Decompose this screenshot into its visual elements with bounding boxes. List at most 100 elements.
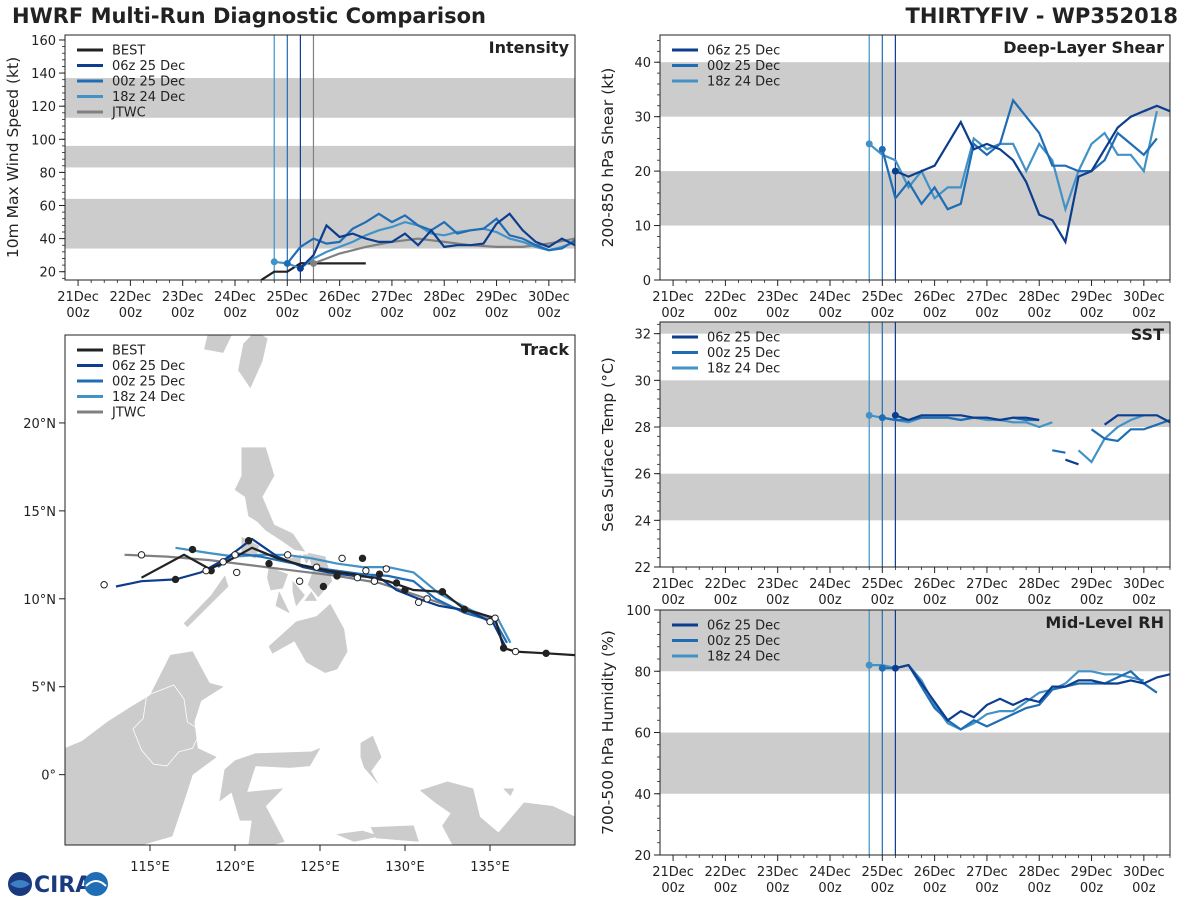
track-position-marker — [491, 614, 499, 622]
init-marker — [891, 411, 899, 419]
x-tick-label: 00z — [975, 593, 999, 608]
land-polygon — [234, 447, 306, 552]
x-tick-label: 27Dec — [966, 865, 1008, 880]
legend-label: 18z 24 Dec — [707, 650, 780, 665]
plot-frame — [659, 321, 1171, 568]
track-position-marker — [542, 649, 550, 658]
legend-label: 00z 25 Dec — [112, 375, 185, 390]
y-tick-label: 30 — [634, 374, 651, 389]
y-tick-label: 20°N — [23, 417, 56, 432]
x-tick-label: 00z — [714, 593, 738, 608]
init-marker — [891, 664, 899, 672]
land-polygon — [292, 580, 306, 607]
plot-frame — [64, 34, 576, 281]
x-tick-label: 29Dec — [1071, 865, 1113, 880]
init-marker — [865, 661, 873, 669]
y-tick-label: 60 — [634, 727, 651, 742]
x-tick-label: 125°E — [300, 860, 340, 875]
legend-label: 06z 25 Dec — [707, 619, 780, 634]
legend-label: 18z 24 Dec — [112, 390, 185, 405]
y-tick-label: 80 — [39, 166, 56, 181]
x-tick-label: 130°E — [385, 860, 425, 875]
series-line — [1103, 414, 1170, 426]
x-tick-label: 00z — [119, 306, 143, 321]
init-marker — [283, 259, 291, 267]
panel-title: Intensity — [489, 38, 570, 57]
track-position-marker — [295, 577, 304, 585]
x-tick-label: 00z — [661, 881, 685, 896]
shaded-band — [660, 732, 1170, 794]
sst-panel: 22242628303221Dec00z22Dec00z23Dec00z24De… — [599, 321, 1171, 608]
x-tick-label: 30Dec — [1123, 865, 1165, 880]
track-position-marker — [284, 551, 292, 559]
track-position-marker — [370, 577, 379, 585]
x-tick-label: 28Dec — [1018, 290, 1060, 305]
track-position-marker — [438, 588, 447, 596]
land-polygon — [65, 651, 224, 845]
shaded-band — [65, 78, 575, 118]
x-tick-label: 00z — [223, 306, 247, 321]
y-axis-label: 700-500 hPa Humidity (%) — [599, 630, 617, 835]
track-line — [115, 537, 507, 647]
x-tick-label: 30Dec — [1123, 577, 1165, 592]
x-tick-label: 00z — [714, 306, 738, 321]
x-tick-label: 115°E — [130, 860, 170, 875]
init-marker — [296, 264, 304, 272]
series-line — [1077, 414, 1145, 464]
x-tick-label: 25Dec — [861, 290, 903, 305]
series-line — [895, 663, 1170, 722]
land-polygon — [267, 566, 289, 591]
y-tick-label: 26 — [634, 468, 651, 483]
shaded-band — [660, 62, 1170, 117]
x-tick-label: 00z — [276, 306, 300, 321]
y-tick-label: 5°N — [32, 681, 57, 696]
init-marker — [865, 411, 873, 419]
y-tick-label: 120 — [31, 100, 56, 115]
y-tick-label: 10°N — [23, 593, 56, 608]
y-tick-label: 20 — [39, 266, 56, 281]
x-tick-label: 00z — [537, 306, 561, 321]
x-tick-label: 29Dec — [1071, 290, 1113, 305]
land-polygon — [219, 747, 321, 845]
legend-label: 00z 25 Dec — [707, 59, 780, 74]
init-marker — [270, 258, 278, 266]
intensity-panel: 2040608010012014016021Dec00z22Dec00z23De… — [4, 34, 576, 321]
x-tick-label: 00z — [871, 306, 895, 321]
track-position-marker — [358, 554, 367, 563]
x-tick-label: 00z — [1080, 593, 1104, 608]
land-polygon — [336, 830, 381, 842]
legend-label: 06z 25 Dec — [707, 331, 780, 346]
x-tick-label: 00z — [1080, 306, 1104, 321]
init-marker — [891, 167, 899, 175]
series-line — [1052, 449, 1066, 454]
track-position-marker — [100, 581, 108, 589]
x-tick-label: 25Dec — [861, 865, 903, 880]
x-tick-label: 00z — [1028, 881, 1052, 896]
legend-label: 00z 25 Dec — [707, 634, 780, 649]
y-tick-label: 80 — [634, 665, 651, 680]
track-position-marker — [137, 551, 146, 559]
shaded-band — [660, 610, 1170, 672]
land-polygon — [238, 335, 268, 389]
y-tick-label: 40 — [634, 56, 651, 71]
legend-label: JTWC — [111, 406, 146, 421]
series-line — [313, 237, 575, 265]
init-marker — [309, 259, 317, 267]
x-tick-label: 00z — [766, 881, 790, 896]
track-position-marker — [499, 644, 508, 652]
panel-title: Track — [521, 340, 569, 359]
legend-label: 18z 24 Dec — [707, 362, 780, 377]
y-tick-label: 40 — [39, 233, 56, 248]
y-tick-label: 100 — [626, 604, 651, 619]
y-tick-label: 0 — [643, 274, 651, 289]
legend-label: 18z 24 Dec — [112, 90, 185, 105]
x-tick-label: 21Dec — [652, 865, 694, 880]
x-tick-label: 00z — [766, 593, 790, 608]
legend-label: 00z 25 Dec — [112, 75, 185, 90]
init-marker — [878, 664, 886, 672]
x-tick-label: 00z — [923, 881, 947, 896]
x-tick-label: 00z — [923, 306, 947, 321]
x-tick-label: 00z — [818, 306, 842, 321]
y-tick-label: 32 — [634, 328, 651, 343]
